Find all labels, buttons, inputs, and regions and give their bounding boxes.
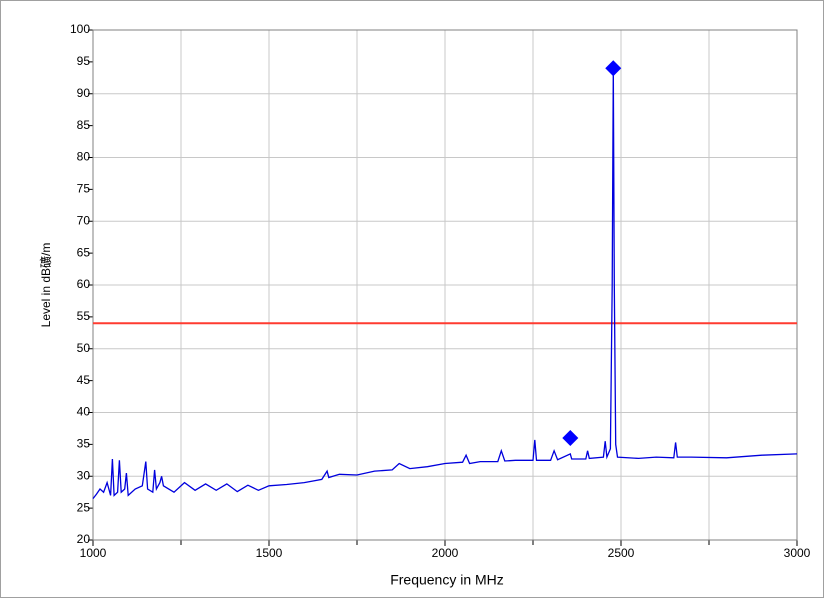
x-tick-label: 3000 bbox=[784, 546, 811, 560]
y-tick-label: 95 bbox=[77, 54, 91, 68]
y-tick-label: 20 bbox=[77, 532, 91, 546]
y-tick-label: 60 bbox=[77, 277, 91, 291]
y-tick-label: 85 bbox=[77, 118, 91, 132]
marker bbox=[605, 60, 622, 77]
y-tick-label: 35 bbox=[77, 437, 91, 451]
y-tick-label: 90 bbox=[77, 86, 91, 100]
y-tick-label: 50 bbox=[77, 341, 91, 355]
x-tick-label: 1500 bbox=[256, 546, 283, 560]
x-tick-label: 2500 bbox=[608, 546, 635, 560]
x-tick-label: 1000 bbox=[80, 546, 107, 560]
y-tick-label: 70 bbox=[77, 213, 91, 227]
y-tick-label: 100 bbox=[70, 22, 90, 36]
y-tick-label: 45 bbox=[77, 373, 91, 387]
x-axis-title: Frequency in MHz bbox=[390, 572, 504, 588]
trace bbox=[92, 68, 798, 499]
y-tick-label: 30 bbox=[77, 468, 91, 482]
x-tick-label: 2000 bbox=[432, 546, 459, 560]
y-tick-label: 55 bbox=[77, 309, 91, 323]
y-tick-label: 65 bbox=[77, 245, 91, 259]
y-tick-label: 25 bbox=[77, 500, 91, 514]
y-tick-label: 75 bbox=[77, 182, 91, 196]
marker bbox=[562, 430, 579, 446]
plot-border bbox=[92, 29, 798, 541]
y-tick-label: 80 bbox=[77, 150, 91, 164]
y-tick-label: 40 bbox=[77, 405, 91, 419]
y-axis-title: Level in dB礦/m bbox=[38, 243, 53, 328]
